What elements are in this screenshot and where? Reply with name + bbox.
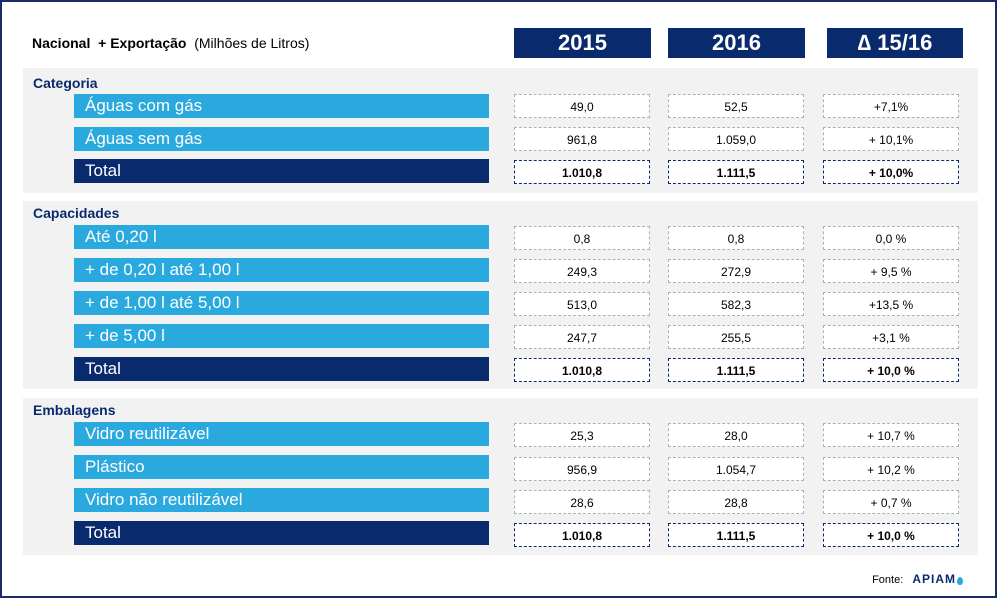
row-label: + de 5,00 l [74, 324, 489, 348]
cell-2016: 582,3 [668, 292, 804, 316]
cell-2015: 25,3 [514, 423, 650, 447]
row-label: Plástico [74, 455, 489, 479]
total-row-label: Total [74, 159, 489, 183]
column-header-2015: 2015 [514, 28, 651, 58]
cell-2016: 272,9 [668, 259, 804, 283]
cell-2016: 1.059,0 [668, 127, 804, 151]
cell-delta: +3,1 % [823, 325, 959, 349]
source-note: Fonte: APIAM [872, 572, 963, 586]
cell-delta: + 9,5 % [823, 259, 959, 283]
section-label-embalagens: Embalagens [33, 402, 116, 418]
total-row-label: Total [74, 521, 489, 545]
column-header-2016: 2016 [668, 28, 805, 58]
cell-2016: 52,5 [668, 94, 804, 118]
cell-2015: 0,8 [514, 226, 650, 250]
cell-delta: 0,0 % [823, 226, 959, 250]
column-header-delta: ∆ 15/16 [827, 28, 963, 58]
cell-2016: 255,5 [668, 325, 804, 349]
row-label: Até 0,20 l [74, 225, 489, 249]
row-label: Vidro não reutilizável [74, 488, 489, 512]
row-label: Vidro reutilizável [74, 422, 489, 446]
total-cell-2016: 1.111,5 [668, 523, 804, 547]
cell-2015: 49,0 [514, 94, 650, 118]
apiam-logo: APIAM [912, 572, 956, 586]
row-label: + de 1,00 l até 5,00 l [74, 291, 489, 315]
cell-2015: 961,8 [514, 127, 650, 151]
section-label-categoria: Categoria [33, 75, 98, 91]
cell-delta: + 0,7 % [823, 490, 959, 514]
total-cell-2015: 1.010,8 [514, 358, 650, 382]
total-cell-delta: + 10,0 % [823, 523, 959, 547]
source-label: Fonte: [872, 574, 904, 586]
total-cell-2016: 1.111,5 [668, 160, 804, 184]
total-cell-delta: + 10,0% [823, 160, 959, 184]
total-cell-2016: 1.111,5 [668, 358, 804, 382]
cell-2016: 1.054,7 [668, 457, 804, 481]
cell-2015: 247,7 [514, 325, 650, 349]
row-label: Águas com gás [74, 94, 489, 118]
row-label: Águas sem gás [74, 127, 489, 151]
title-unit: (Milhões de Litros) [194, 35, 310, 51]
cell-delta: + 10,1% [823, 127, 959, 151]
cell-2016: 28,0 [668, 423, 804, 447]
total-cell-2015: 1.010,8 [514, 160, 650, 184]
cell-delta: +7,1% [823, 94, 959, 118]
cell-2015: 249,3 [514, 259, 650, 283]
cell-2015: 28,6 [514, 490, 650, 514]
title-bold: Nacional + Exportação [32, 35, 187, 51]
cell-2015: 956,9 [514, 457, 650, 481]
total-cell-2015: 1.010,8 [514, 523, 650, 547]
row-label: + de 0,20 l até 1,00 l [74, 258, 489, 282]
total-row-label: Total [74, 357, 489, 381]
cell-2016: 0,8 [668, 226, 804, 250]
cell-2015: 513,0 [514, 292, 650, 316]
water-drop-icon [957, 577, 963, 585]
section-label-capacidades: Capacidades [33, 205, 120, 221]
table-title: Nacional + Exportação (Milhões de Litros… [32, 35, 309, 51]
total-cell-delta: + 10,0 % [823, 358, 959, 382]
cell-delta: + 10,2 % [823, 457, 959, 481]
cell-delta: + 10,7 % [823, 423, 959, 447]
cell-2016: 28,8 [668, 490, 804, 514]
cell-delta: +13,5 % [823, 292, 959, 316]
